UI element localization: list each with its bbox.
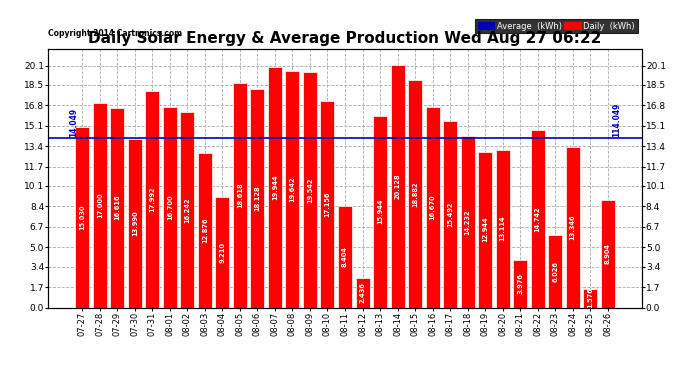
Text: 14.232: 14.232 [464, 209, 471, 235]
Bar [75, 127, 89, 308]
Bar [110, 108, 124, 307]
Text: 15.944: 15.944 [377, 199, 383, 224]
Bar [163, 106, 177, 308]
Bar [408, 80, 422, 308]
Bar [426, 107, 440, 307]
Text: 1.576: 1.576 [587, 288, 593, 309]
Bar [566, 147, 580, 308]
Bar [233, 83, 247, 308]
Text: 8.904: 8.904 [604, 243, 611, 264]
Text: 17.156: 17.156 [324, 192, 331, 217]
Text: 19.642: 19.642 [290, 177, 295, 202]
Text: 18.882: 18.882 [412, 181, 418, 207]
Bar [180, 112, 195, 308]
Text: 6.026: 6.026 [552, 261, 558, 282]
Bar [391, 65, 404, 308]
Bar [128, 139, 142, 308]
Bar [495, 150, 510, 308]
Bar [601, 200, 615, 308]
Text: 16.616: 16.616 [115, 195, 120, 220]
Bar [548, 235, 562, 308]
Bar [198, 153, 212, 308]
Text: 3.976: 3.976 [517, 273, 523, 294]
Text: 13.990: 13.990 [132, 210, 138, 236]
Text: 15.030: 15.030 [79, 204, 86, 230]
Bar [355, 278, 370, 308]
Title: Daily Solar Energy & Average Production Wed Aug 27 06:22: Daily Solar Energy & Average Production … [88, 31, 602, 46]
Text: 18.128: 18.128 [255, 186, 260, 211]
Text: 16.242: 16.242 [184, 197, 190, 223]
Bar [478, 152, 492, 308]
Bar [286, 71, 299, 308]
Text: 14.742: 14.742 [535, 206, 541, 232]
Text: 114.049: 114.049 [612, 102, 621, 136]
Bar [215, 196, 229, 308]
Legend: Average  (kWh), Daily  (kWh): Average (kWh), Daily (kWh) [475, 19, 638, 33]
Bar [531, 130, 544, 308]
Text: 14.049: 14.049 [69, 108, 78, 136]
Text: 16.700: 16.700 [167, 194, 173, 220]
Bar [338, 206, 352, 308]
Text: 2.436: 2.436 [359, 282, 366, 303]
Text: 17.992: 17.992 [149, 186, 155, 212]
Bar [146, 91, 159, 308]
Bar [583, 288, 598, 308]
Text: 20.128: 20.128 [395, 174, 400, 199]
Bar [513, 260, 527, 308]
Bar [92, 103, 107, 308]
Text: 18.618: 18.618 [237, 183, 243, 208]
Bar [320, 101, 335, 308]
Bar [250, 89, 264, 308]
Text: 12.944: 12.944 [482, 217, 488, 242]
Text: 15.492: 15.492 [447, 201, 453, 227]
Text: 19.542: 19.542 [307, 177, 313, 203]
Bar [303, 72, 317, 308]
Text: 13.114: 13.114 [500, 216, 506, 242]
Text: 9.210: 9.210 [219, 242, 226, 262]
Bar [461, 136, 475, 308]
Text: Copyright 2014 Cartronics.com: Copyright 2014 Cartronics.com [48, 29, 182, 38]
Text: 12.876: 12.876 [202, 217, 208, 243]
Text: 13.346: 13.346 [570, 214, 575, 240]
Bar [443, 121, 457, 308]
Text: 8.404: 8.404 [342, 246, 348, 267]
Text: 19.944: 19.944 [272, 175, 278, 200]
Bar [373, 116, 387, 308]
Text: 16.670: 16.670 [430, 194, 435, 220]
Bar [268, 68, 282, 308]
Text: 17.000: 17.000 [97, 192, 103, 218]
